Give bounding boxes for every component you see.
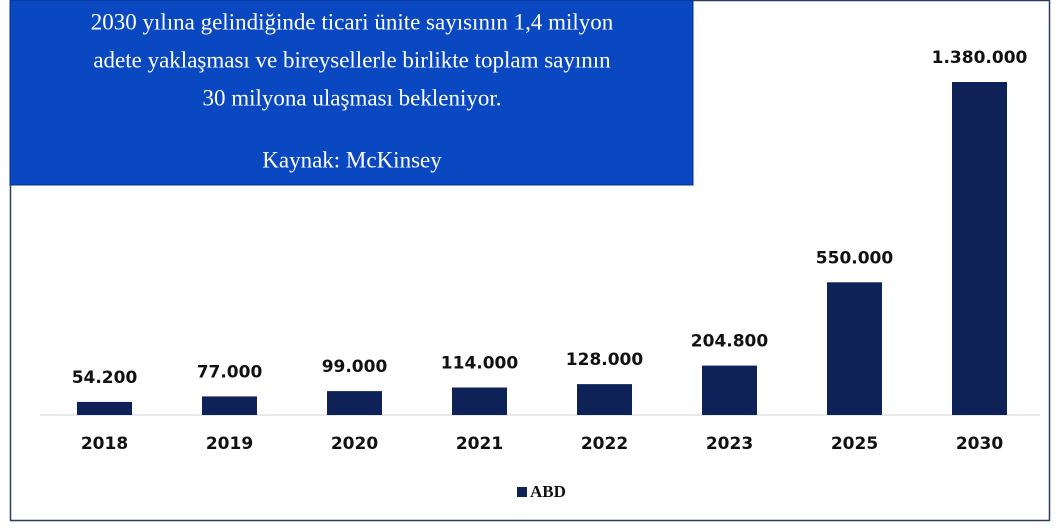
value-label: 550.000 bbox=[816, 248, 894, 268]
x-tick-label: 2030 bbox=[956, 434, 1003, 454]
bar bbox=[202, 396, 257, 415]
bar bbox=[327, 391, 382, 415]
value-label: 114.000 bbox=[441, 353, 519, 373]
annotation-line: 30 milyona ulaşması bekleniyor. bbox=[203, 85, 502, 110]
bar bbox=[702, 365, 757, 415]
annotation-box bbox=[9, 0, 694, 186]
x-tick-label: 2018 bbox=[81, 434, 128, 454]
x-tick-label: 2023 bbox=[706, 434, 753, 454]
annotation-line: adete yaklaşması ve bireysellerle birlik… bbox=[93, 47, 611, 72]
x-tick-label: 2022 bbox=[581, 434, 628, 454]
x-tick-label: 2025 bbox=[831, 434, 878, 454]
value-label: 54.200 bbox=[72, 368, 138, 388]
legend-swatch bbox=[517, 487, 527, 497]
value-label: 1.380.000 bbox=[932, 48, 1028, 68]
x-tick-label: 2019 bbox=[206, 434, 253, 454]
x-tick-label: 2021 bbox=[456, 434, 503, 454]
value-label: 77.000 bbox=[197, 362, 263, 382]
legend-label: ABD bbox=[530, 482, 566, 501]
source: Kaynak: McKinsey bbox=[262, 147, 442, 172]
annotation-line: 2030 yılına gelindiğinde ticari ünite sa… bbox=[91, 9, 614, 34]
bar bbox=[77, 401, 132, 415]
value-label: 204.800 bbox=[691, 332, 769, 352]
bar bbox=[827, 282, 882, 415]
bar bbox=[452, 387, 507, 415]
value-label: 128.000 bbox=[566, 350, 644, 370]
bar bbox=[952, 82, 1007, 415]
x-tick-label: 2020 bbox=[331, 434, 378, 454]
bar bbox=[577, 384, 632, 415]
value-label: 99.000 bbox=[322, 357, 388, 377]
